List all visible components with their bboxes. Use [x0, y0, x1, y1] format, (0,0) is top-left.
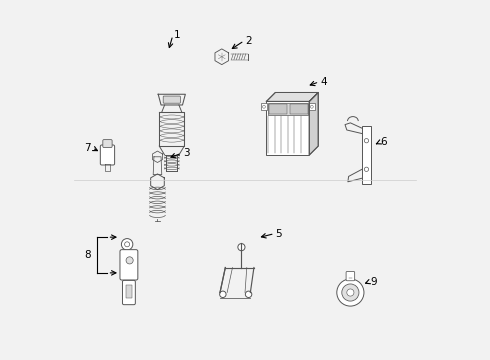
- Text: 1: 1: [174, 30, 180, 40]
- Circle shape: [126, 257, 133, 264]
- Bar: [126, 285, 132, 298]
- Circle shape: [342, 284, 359, 301]
- Circle shape: [238, 244, 245, 251]
- Circle shape: [124, 242, 130, 247]
- FancyBboxPatch shape: [346, 271, 355, 281]
- Text: 6: 6: [380, 138, 387, 148]
- Circle shape: [263, 105, 266, 108]
- Polygon shape: [267, 93, 318, 102]
- Circle shape: [364, 139, 368, 143]
- Bar: [261, 103, 267, 111]
- Circle shape: [310, 105, 313, 108]
- Text: 7: 7: [84, 143, 91, 153]
- Text: 9: 9: [370, 277, 377, 287]
- Text: 4: 4: [320, 77, 327, 87]
- Text: 5: 5: [275, 229, 282, 239]
- FancyBboxPatch shape: [120, 249, 138, 280]
- Text: 8: 8: [84, 250, 91, 260]
- FancyBboxPatch shape: [100, 145, 115, 165]
- FancyBboxPatch shape: [122, 280, 135, 305]
- FancyBboxPatch shape: [103, 140, 112, 148]
- Circle shape: [347, 289, 354, 296]
- Bar: [267, 102, 309, 155]
- Bar: [362, 126, 371, 184]
- Bar: [309, 103, 315, 111]
- Bar: [270, 104, 287, 114]
- Text: 2: 2: [245, 36, 252, 46]
- Polygon shape: [309, 93, 318, 155]
- Circle shape: [364, 167, 368, 171]
- Text: 3: 3: [183, 148, 189, 158]
- Circle shape: [122, 239, 133, 250]
- Bar: [268, 103, 308, 114]
- Circle shape: [245, 291, 252, 297]
- FancyBboxPatch shape: [163, 96, 180, 103]
- Circle shape: [337, 279, 364, 306]
- Circle shape: [220, 291, 226, 297]
- Bar: [290, 104, 308, 114]
